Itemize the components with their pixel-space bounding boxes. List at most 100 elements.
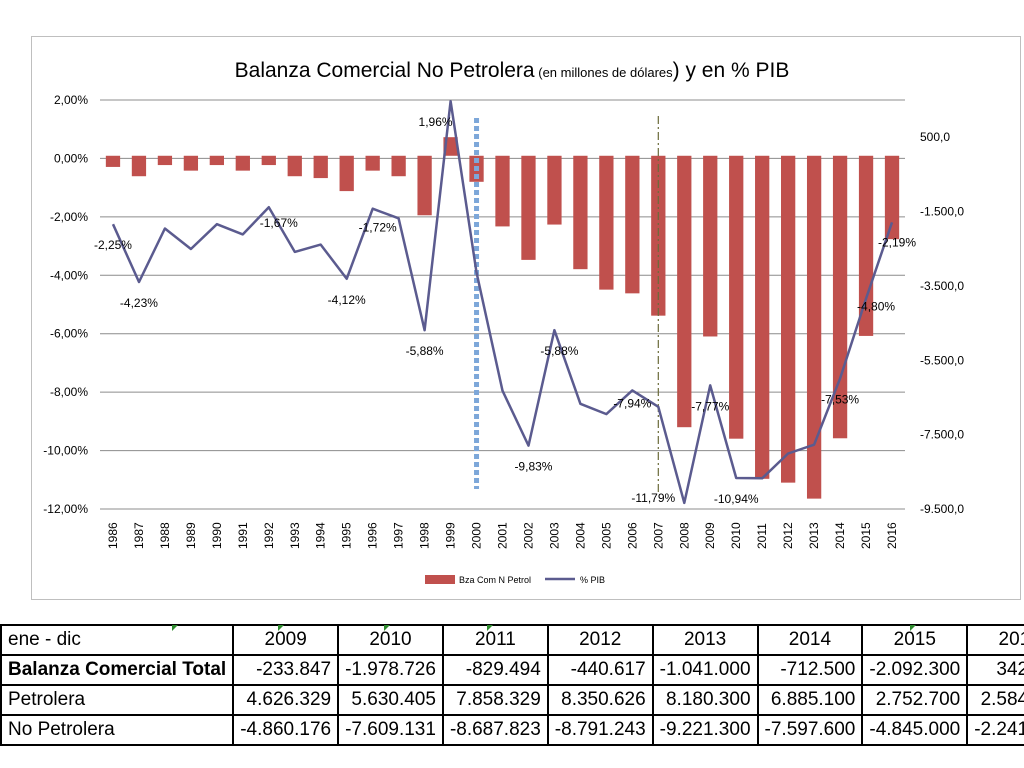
table-cell: 8.180.300 [651, 684, 759, 716]
chart-title: Balanza Comercial No Petrolera (en millo… [235, 59, 790, 82]
vertical-markers [474, 116, 659, 494]
table-cell: -712.500 [756, 654, 864, 686]
x-axis-tick-label: 2003 [547, 522, 561, 549]
bar [599, 155, 614, 290]
chart-frame [31, 36, 1021, 600]
x-axis-tick-label: 1992 [262, 522, 276, 549]
row-label: No Petrolera [0, 714, 235, 746]
data-label: -9,83% [514, 460, 552, 474]
table-cell: -8.791.243 [546, 714, 654, 746]
x-axis-tick-label: 2013 [807, 522, 821, 549]
table-header-row: ene - dic 2009 2010 2011 2012 2013 2014 … [0, 624, 1024, 656]
left-axis-tick-label: -10,00% [43, 444, 88, 458]
table-cell: -233.847 [232, 654, 340, 686]
x-axis-tick-label: 1997 [392, 522, 406, 549]
bar [157, 155, 173, 166]
bar [235, 155, 250, 171]
x-axis-tick-label: 1999 [444, 522, 458, 549]
x-axis-tick-label: 1988 [158, 522, 172, 549]
bar [521, 155, 536, 260]
table-cell: -7.609.131 [337, 714, 444, 746]
axes: 2,00% 0,00% -2,00% -4,00% -6,00% -8,00% -10,00… [43, 93, 964, 549]
cell-comment-mark [384, 625, 390, 631]
bar [313, 155, 328, 179]
x-axis-tick-label: 2009 [703, 522, 717, 549]
bar [261, 155, 276, 166]
table-cell: -2.092.300 [861, 654, 969, 686]
x-axis-tick-label: 1993 [288, 522, 302, 549]
table-cell: 7.858.329 [441, 684, 549, 716]
table-cell: -8.687.823 [441, 714, 549, 746]
bar [391, 155, 406, 177]
x-axis-tick-label: 1994 [314, 522, 328, 549]
right-axis-tick-label: -5.500,0 [920, 353, 964, 367]
table-header-year: 2010 [337, 624, 444, 656]
bar [729, 155, 744, 439]
row-label: Balanza Comercial Total [0, 654, 235, 686]
x-axis-tick-label: 1990 [210, 522, 224, 549]
table-cell: 342.646 [966, 654, 1024, 686]
bar [806, 155, 822, 499]
table-row: Balanza Comercial Total -233.847 -1.978.… [0, 654, 1024, 686]
table-cell: -4.845.000 [861, 714, 969, 746]
left-axis-tick-label: 0,00% [54, 151, 88, 165]
left-axis-tick-label: 2,00% [54, 93, 88, 107]
bar [677, 155, 692, 428]
bar [547, 155, 562, 225]
bar [365, 155, 380, 171]
table-cell: 4.626.329 [232, 684, 340, 716]
left-axis-tick-label: -12,00% [43, 502, 88, 516]
x-axis-tick-label: 2012 [781, 522, 795, 549]
data-label: -5,88% [406, 344, 444, 358]
table-cell: -9.221.300 [651, 714, 759, 746]
table-cell: -7.597.600 [756, 714, 864, 746]
x-axis-tick-label: 2016 [885, 522, 899, 549]
table-header-year: 2014 [756, 624, 864, 656]
legend-label-line: % PIB [580, 575, 605, 585]
table-header-label: ene - dic [0, 624, 235, 656]
table-header-year: 2012 [546, 624, 654, 656]
right-axis-tick-label: -9.500,0 [920, 502, 964, 516]
data-label: -2,25% [94, 238, 132, 252]
cell-comment-mark [487, 625, 493, 631]
bar [703, 155, 718, 337]
bar [209, 155, 224, 166]
left-axis-tick-label: -8,00% [50, 385, 88, 399]
data-label: -7,94% [613, 396, 651, 410]
table-row: Petrolera 4.626.329 5.630.405 7.858.329 … [0, 684, 1024, 716]
legend-swatch-bar [425, 575, 455, 584]
table-cell: 8.350.626 [546, 684, 654, 716]
right-axis-tick-label: -3.500,0 [920, 279, 964, 293]
x-axis-tick-label: 1989 [184, 522, 198, 549]
x-axis-tick-label: 2014 [833, 522, 847, 549]
x-axis-tick-label: 2007 [651, 522, 665, 549]
bar-series [105, 137, 900, 499]
table-header-year: 2009 [232, 624, 340, 656]
x-axis-tick-label: 2004 [573, 522, 587, 549]
data-labels: -2,25% -4,23% -1,67% -4,12% -1,72% -5,88% 1,96… [94, 115, 916, 506]
x-axis-tick-label: 2001 [496, 522, 510, 549]
line-series [111, 99, 894, 505]
x-axis-tick-label: 2005 [599, 522, 613, 549]
left-axis-tick-label: -6,00% [50, 327, 88, 341]
data-label: -2,19% [878, 235, 916, 249]
table-cell: -1.978.726 [337, 654, 444, 686]
legend: Bza Com N Petrol % PIB [425, 575, 605, 585]
bar [755, 155, 770, 479]
row-label: Petrolera [0, 684, 235, 716]
bar [417, 155, 432, 216]
table-cell: -2.241.804 [966, 714, 1024, 746]
data-label: -11,79% [631, 491, 675, 505]
bar [131, 155, 147, 177]
left-axis-tick-label: -2,00% [50, 210, 88, 224]
x-axis-tick-label: 1995 [340, 522, 354, 549]
right-axis-tick-label: -1.500,0 [920, 205, 964, 219]
table-header-year: 2013 [651, 624, 759, 656]
bar [884, 155, 900, 240]
x-axis-tick-label: 1991 [236, 522, 250, 549]
table-cell: 6.885.100 [756, 684, 864, 716]
x-axis-tick-label: 1986 [106, 522, 120, 549]
table-row: No Petrolera -4.860.176 -7.609.131 -8.68… [0, 714, 1024, 746]
x-axis-tick-label: 1987 [132, 522, 146, 549]
legend-label-bar: Bza Com N Petrol [459, 575, 531, 585]
